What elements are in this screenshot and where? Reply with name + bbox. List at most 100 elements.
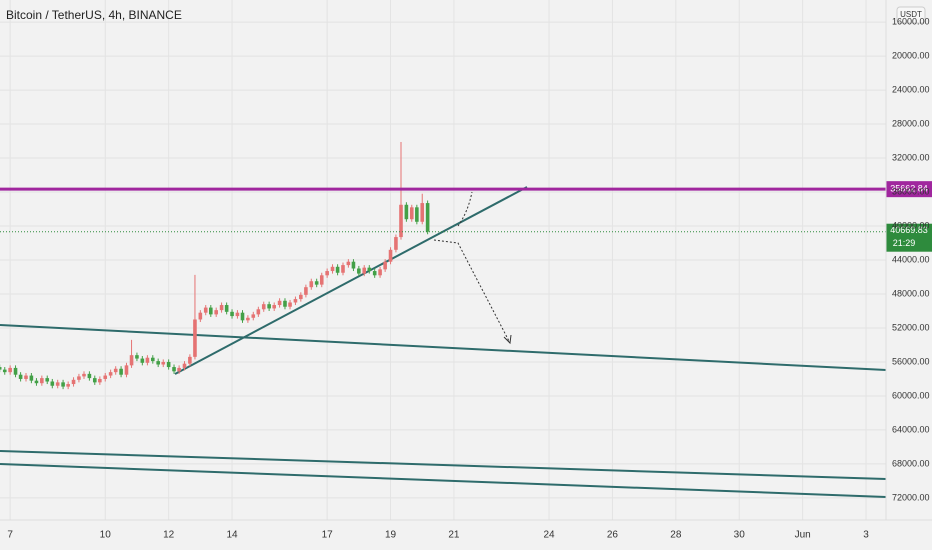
- candle-body: [50, 381, 55, 386]
- candle-body: [40, 378, 44, 384]
- projection-arrow: [433, 239, 511, 344]
- y-tick-label: 16000.00: [892, 16, 930, 26]
- candle-body: [394, 237, 398, 250]
- candle-body: [166, 361, 171, 368]
- y-tick-label: 48000.00: [892, 288, 930, 298]
- candle-body: [13, 367, 18, 375]
- candle-body: [161, 361, 166, 365]
- candle-body: [409, 207, 414, 220]
- candle-body: [425, 203, 430, 232]
- candle-body: [224, 305, 229, 312]
- candle-body: [351, 261, 356, 269]
- x-tick-label: 17: [322, 530, 334, 541]
- candle-body: [34, 380, 39, 384]
- candle-body: [92, 378, 97, 383]
- price-tag: [886, 223, 932, 252]
- candle-body: [108, 372, 113, 376]
- candle-body: [357, 268, 361, 274]
- candle-body: [150, 357, 155, 362]
- candle-body: [29, 375, 34, 381]
- candle-body: [362, 267, 367, 274]
- drawings: [0, 186, 887, 498]
- y-tick-label: 24000.00: [892, 84, 930, 94]
- candle-body: [71, 379, 76, 385]
- x-tick-label: 19: [385, 530, 397, 541]
- x-tick-label: 24: [543, 530, 555, 541]
- x-tick-label: 3: [863, 530, 869, 541]
- candle-body: [135, 355, 139, 359]
- candle-body: [246, 317, 250, 321]
- x-tick-label: 28: [670, 530, 682, 541]
- candle-body: [330, 266, 335, 272]
- candle-body: [325, 271, 329, 276]
- candle-body: [240, 312, 245, 321]
- candle-body: [388, 249, 393, 262]
- y-tick-label: 36000.00: [892, 186, 930, 196]
- candle-body: [61, 382, 65, 387]
- candle-body: [203, 307, 208, 313]
- candle-body: [140, 358, 145, 363]
- y-tick-label: 52000.00: [892, 322, 930, 332]
- candle-body: [256, 309, 261, 315]
- trend-line: [0, 450, 887, 480]
- candle-body: [87, 373, 92, 379]
- candle-body: [24, 375, 28, 379]
- countdown-label: 21:29: [893, 238, 916, 248]
- candle-body: [193, 319, 197, 357]
- x-tick-label: Jun: [795, 530, 811, 541]
- candle-body: [18, 374, 23, 379]
- candle-body: [119, 368, 123, 375]
- candle-body: [129, 355, 134, 366]
- y-tick-label: 28000.00: [892, 118, 930, 128]
- currency-label[interactable]: USDT: [900, 10, 922, 19]
- candle-body: [415, 207, 419, 222]
- chart-title: Bitcoin / TetherUS, 4h, BINANCE: [6, 8, 182, 22]
- arrow-head: [503, 334, 512, 345]
- candle-body: [177, 367, 181, 372]
- candle-body: [251, 314, 256, 318]
- candle-body: [399, 204, 403, 238]
- x-tick-label: 30: [734, 530, 746, 541]
- candle-body: [66, 384, 70, 387]
- candle-body: [341, 265, 345, 273]
- y-tick-label: 32000.00: [892, 152, 930, 162]
- candle-body: [230, 311, 234, 317]
- overlay: 35662.84 40669.83 21:29 USDT: [0, 6, 932, 252]
- candle-body: [8, 367, 12, 373]
- candle-body: [283, 300, 287, 307]
- candle-body: [267, 304, 271, 309]
- candle-body: [235, 312, 240, 317]
- candle-body: [77, 376, 81, 380]
- y-tick-label: 20000.00: [892, 50, 930, 60]
- x-tick-label: 14: [226, 530, 238, 541]
- x-tick-label: 7: [7, 530, 13, 541]
- projection-curve: [457, 191, 473, 227]
- candle-body: [156, 361, 160, 365]
- trend-line: [0, 463, 887, 498]
- y-tick-label: 68000.00: [892, 458, 930, 468]
- x-tick-label: 21: [448, 530, 460, 541]
- candle-body: [55, 382, 60, 386]
- candle-body: [124, 365, 129, 375]
- candle-body: [420, 203, 425, 222]
- candle-body: [209, 307, 213, 315]
- candle-body: [277, 300, 282, 306]
- y-tick-label: 40000.00: [892, 220, 930, 230]
- candle-body: [335, 266, 340, 273]
- candle-body: [145, 357, 150, 363]
- candle-body: [309, 281, 314, 288]
- currency-button[interactable]: [896, 6, 926, 24]
- candle-body: [172, 367, 176, 372]
- y-tick-label: 64000.00: [892, 424, 930, 434]
- candle-body: [346, 261, 351, 266]
- trend-line: [0, 324, 887, 371]
- candle-body: [261, 304, 266, 310]
- candle-body: [45, 378, 50, 382]
- candle-body: [82, 373, 86, 377]
- candle-body: [272, 305, 277, 309]
- level-label: 35662.84: [890, 184, 928, 194]
- candle-body: [214, 310, 218, 315]
